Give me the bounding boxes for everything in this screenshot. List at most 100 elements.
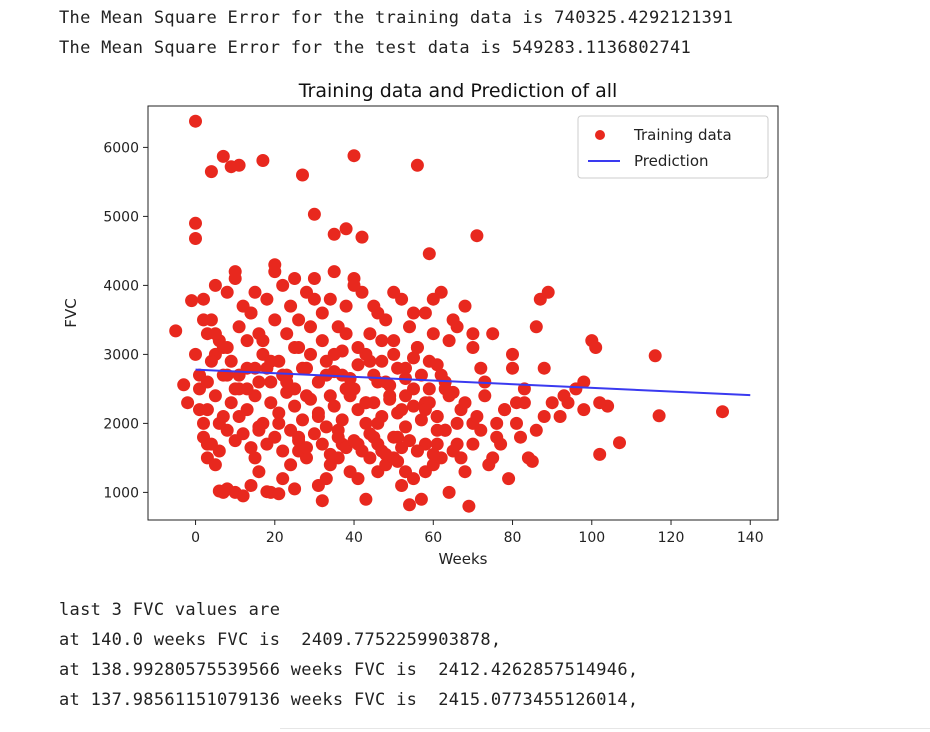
scatter-point xyxy=(399,389,412,403)
scatter-point xyxy=(220,341,234,354)
scatter-point xyxy=(216,149,230,163)
scatter-point xyxy=(490,416,504,430)
scatter-point xyxy=(387,347,401,361)
scatter-point xyxy=(304,320,317,334)
scatter-point xyxy=(335,368,349,382)
scatter-point xyxy=(371,416,385,430)
scatter-point xyxy=(236,489,250,503)
scatter-point xyxy=(323,447,337,461)
scatter-point xyxy=(502,472,516,486)
scatter-point xyxy=(232,158,246,172)
scatter-point xyxy=(403,320,416,334)
x-axis-label: Weeks xyxy=(439,550,488,568)
scatter-point xyxy=(458,299,472,313)
scatter-point xyxy=(399,361,412,375)
scatter-point xyxy=(414,413,428,427)
scatter-point xyxy=(498,403,512,417)
scatter-point xyxy=(577,375,591,389)
scatter-point xyxy=(268,430,282,444)
scatter-point xyxy=(537,410,551,423)
scatter-point xyxy=(446,313,460,327)
scatter-point xyxy=(470,410,484,423)
scatter-point xyxy=(474,361,488,375)
scatter-point xyxy=(315,334,329,348)
scatter-point xyxy=(327,227,341,241)
scatter-point xyxy=(240,382,254,396)
scatter-point xyxy=(331,423,345,437)
scatter-point xyxy=(300,451,313,465)
scatter-point xyxy=(351,358,365,372)
scatter-point xyxy=(403,498,416,512)
scatter-point xyxy=(208,389,222,403)
scatter-point xyxy=(327,265,341,279)
scatter-point xyxy=(399,420,412,434)
scatter-point xyxy=(375,334,389,348)
scatter-point xyxy=(466,437,480,451)
scatter-point xyxy=(300,441,313,455)
y-tick-label: 1000 xyxy=(103,485,139,501)
scatter-point xyxy=(264,375,278,389)
scatter-point xyxy=(414,492,428,506)
fvc-scatter-chart: 0 20 40 60 80 100 120 140 1000 2000 3000 4000 5000 6… xyxy=(62,80,779,568)
x-tick-label: 100 xyxy=(578,530,605,546)
scatter-point xyxy=(613,436,626,450)
scatter-point xyxy=(426,292,440,306)
scatter-point xyxy=(224,354,238,368)
x-axis: 0 20 40 60 80 100 120 140 xyxy=(191,520,764,546)
scatter-point xyxy=(422,354,436,368)
scatter-point xyxy=(268,313,282,327)
y-axis-label: FVC xyxy=(62,298,80,327)
scatter-point xyxy=(327,399,341,413)
scatter-point xyxy=(276,472,290,486)
scatter-point xyxy=(407,472,420,486)
scatter-point xyxy=(319,472,333,486)
scatter-point xyxy=(363,427,377,441)
scatter-point xyxy=(335,413,349,427)
scatter-point xyxy=(410,158,424,172)
scatter-point xyxy=(284,458,298,472)
scatter-point xyxy=(208,278,222,292)
scatter-point xyxy=(212,416,226,430)
scatter-point xyxy=(506,361,519,375)
scatter-point xyxy=(510,416,523,430)
scatter-point xyxy=(311,410,325,423)
scatter-point xyxy=(181,396,195,410)
scatter-point xyxy=(189,216,202,230)
scatter-point xyxy=(244,479,258,492)
scatter-point xyxy=(541,285,555,299)
scatter-point xyxy=(716,405,729,419)
scatter-point xyxy=(224,396,238,410)
scatter-point xyxy=(292,430,306,444)
scatter-point xyxy=(252,465,266,479)
y-tick-label: 6000 xyxy=(103,140,139,156)
scatter-point xyxy=(426,447,440,461)
scatter-point xyxy=(359,492,373,506)
mse-test-text: The Mean Square Error for the test data … xyxy=(59,38,692,58)
scatter-point xyxy=(284,299,298,313)
scatter-point xyxy=(268,258,282,272)
scatter-point xyxy=(363,327,377,341)
y-tick-label: 2000 xyxy=(103,416,139,432)
scatter-point xyxy=(363,354,377,368)
scatter-point xyxy=(422,382,436,396)
scatter-point xyxy=(296,413,309,427)
scatter-point xyxy=(387,334,401,348)
scatter-point xyxy=(327,347,341,361)
x-tick-label: 40 xyxy=(345,530,363,546)
scatter-point xyxy=(553,410,567,423)
scatter-point xyxy=(557,389,571,403)
scatter-point xyxy=(252,375,266,389)
scatter-point xyxy=(387,285,401,299)
scatter-point xyxy=(454,451,468,465)
scatter-point xyxy=(458,465,472,479)
last-value-line-3: at 137.98561151079136 weeks FVC is 2415.… xyxy=(59,690,639,710)
scatter-point xyxy=(220,285,234,299)
scatter-point xyxy=(529,423,543,437)
legend-box xyxy=(577,115,769,179)
plot-layer xyxy=(169,114,751,513)
scatter-point xyxy=(545,396,559,410)
scatter-point xyxy=(272,487,286,501)
scatter-point xyxy=(276,278,290,292)
scatter-point xyxy=(407,351,420,365)
scatter-point xyxy=(240,334,254,348)
